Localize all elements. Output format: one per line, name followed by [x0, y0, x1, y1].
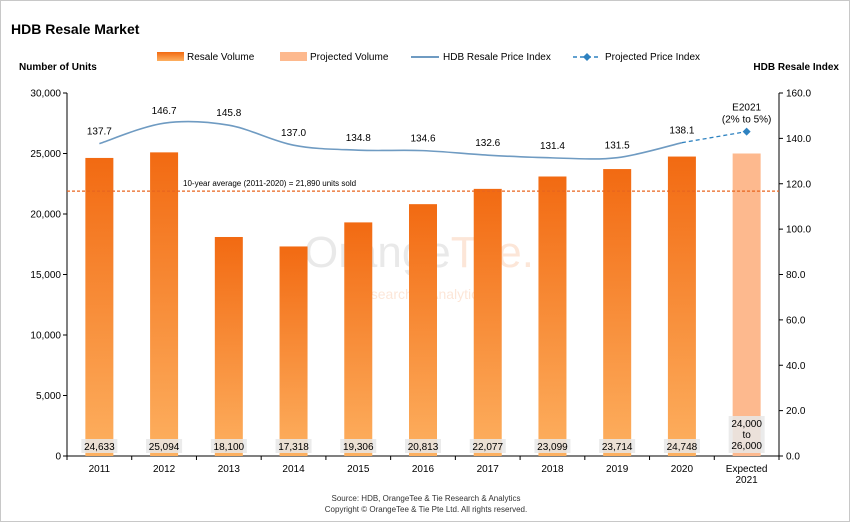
y2-tick-label: 40.0 — [786, 361, 806, 372]
y2-tick-label: 160.0 — [786, 89, 811, 100]
bar-value-label: 25,094 — [149, 442, 180, 453]
bar-value-label-box — [599, 439, 636, 453]
average-label: 10-year average (2011-2020) = 21,890 uni… — [183, 179, 356, 188]
legend-marker-projected-index — [583, 53, 591, 61]
x-tick-label: 2017 — [477, 464, 500, 475]
bar-resale-volume — [667, 156, 696, 456]
x-tick-label: 2019 — [606, 464, 629, 475]
bar-value-label: 24,633 — [84, 442, 115, 453]
line-value-label: 137.7 — [87, 127, 112, 138]
x-tick-label: 2015 — [347, 464, 370, 475]
x-tick-label: 2013 — [218, 464, 241, 475]
legend-label-projected-volume: Projected Volume — [310, 52, 389, 63]
line-price-index — [99, 120, 683, 160]
bar-resale-volume — [150, 152, 179, 456]
bar-value-label-box — [210, 439, 247, 453]
bar-value-label-box — [663, 439, 700, 453]
chart-title: HDB Resale Market — [11, 21, 140, 37]
bar-value-label: 19,306 — [343, 442, 374, 453]
y2-tick-label: 20.0 — [786, 406, 806, 417]
legend-swatch-resale-volume — [157, 52, 184, 61]
x-tick-label: 2020 — [671, 464, 694, 475]
line-value-label: 131.5 — [605, 141, 630, 152]
y2-tick-label: 0.0 — [786, 452, 800, 463]
bar-resale-volume — [473, 188, 502, 457]
bar-value-label: 24,748 — [667, 442, 698, 453]
bar-resale-volume — [85, 157, 114, 456]
x-tick-label: 2021 — [736, 475, 759, 486]
bar-resale-volume — [538, 176, 567, 456]
line-value-label: 146.7 — [152, 106, 177, 117]
bar-value-label: 26,000 — [731, 441, 762, 452]
bar-value-label-box — [469, 439, 506, 453]
line-value-label: 134.6 — [410, 134, 435, 145]
bar-value-label: to — [742, 430, 751, 441]
y-tick-label: 0 — [55, 452, 61, 463]
bar-value-label: 23,714 — [602, 442, 633, 453]
bar-value-label-box — [405, 439, 441, 453]
y-tick-label: 15,000 — [30, 270, 61, 281]
bar-resale-volume — [603, 169, 632, 456]
bar-projected-volume — [732, 153, 761, 456]
bar-value-label-box — [146, 439, 183, 453]
bar-value-label: 22,077 — [472, 442, 503, 453]
bar-value-label-box — [728, 416, 765, 453]
y-tick-label: 25,000 — [30, 149, 61, 160]
x-tick-label: 2016 — [412, 464, 435, 475]
y-tick-label: 30,000 — [30, 89, 61, 100]
y2-tick-label: 140.0 — [786, 134, 811, 145]
line-value-label: E2021 — [732, 103, 761, 114]
bar-resale-volume — [344, 222, 373, 456]
bar-value-label: 18,100 — [214, 442, 245, 453]
y-tick-label: 5,000 — [36, 391, 61, 402]
line-value-label: 138.1 — [669, 126, 694, 137]
bar-value-label: 23,099 — [537, 442, 568, 453]
y2-tick-label: 60.0 — [786, 315, 806, 326]
y2-tick-label: 120.0 — [786, 179, 811, 190]
bar-value-label-box — [534, 439, 571, 453]
legend-label-resale-volume: Resale Volume — [187, 52, 255, 63]
y2-axis-title: HDB Resale Index — [753, 62, 839, 73]
y2-tick-label: 80.0 — [786, 270, 806, 281]
bar-resale-volume — [279, 246, 308, 456]
bar-value-label: 17,318 — [278, 442, 309, 453]
legend-label-projected-index: Projected Price Index — [605, 52, 700, 63]
line-value-label: 137.0 — [281, 128, 306, 139]
legend-label-price-index: HDB Resale Price Index — [443, 52, 551, 63]
x-tick-label: Expected — [726, 464, 768, 475]
copyright-note: Copyright © OrangeTee & Tie Pte Ltd. All… — [325, 505, 527, 514]
line-value-label: 134.8 — [346, 133, 371, 144]
line-value-label: 145.8 — [216, 108, 241, 119]
y-tick-label: 20,000 — [30, 210, 61, 221]
y-axis-title: Number of Units — [19, 62, 97, 73]
legend: Resale Volume Projected Volume HDB Resal… — [157, 52, 700, 63]
line-value-label: 131.4 — [540, 141, 565, 152]
legend-swatch-projected-volume — [280, 52, 307, 61]
x-tick-label: 2012 — [153, 464, 176, 475]
bar-resale-volume — [214, 236, 243, 456]
x-tick-label: 2018 — [541, 464, 564, 475]
bar-value-label-box — [81, 439, 118, 453]
bar-resale-volume — [409, 204, 437, 456]
bar-value-label-box — [275, 439, 312, 453]
marker-projected-index — [742, 127, 751, 136]
x-tick-label: 2014 — [282, 464, 305, 475]
x-tick-label: 2011 — [89, 464, 111, 475]
y2-tick-label: 100.0 — [786, 225, 811, 236]
bar-value-label: 20,813 — [408, 442, 439, 453]
line-value-label: 132.6 — [475, 138, 500, 149]
line-value-label: (2% to 5%) — [722, 115, 771, 126]
bar-value-label: 24,000 — [731, 419, 762, 430]
source-note: Source: HDB, OrangeTee & Tie Research & … — [332, 494, 521, 503]
line-projected-index — [681, 130, 747, 144]
y-tick-label: 10,000 — [30, 331, 61, 342]
bar-value-label-box — [340, 439, 377, 453]
